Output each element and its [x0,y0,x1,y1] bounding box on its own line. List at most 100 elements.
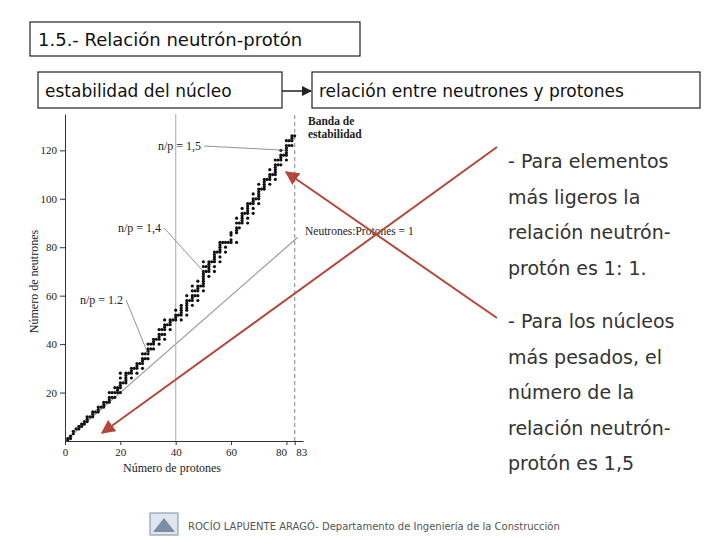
nuclide-point [169,318,172,321]
bullet-line: número de la [508,381,634,403]
nuclide-point [241,207,244,210]
nuclide-point [116,386,119,389]
nuclide-point [218,260,221,263]
nuclide-point [238,226,241,229]
nuclide-point [235,226,238,229]
bullet-line: relación neutrón- [508,221,671,243]
nuclide-point [285,144,288,147]
tick-mark [60,247,65,248]
nuclide-point [224,241,227,244]
nuclide-point [268,183,271,186]
tick-mark [120,441,121,445]
nuclide-point [235,217,238,220]
y-tick: 40 [46,338,65,350]
nuclide-point [227,241,230,244]
nuclide-point [160,333,163,336]
nuclide-point [274,158,277,161]
nuclide-point [72,430,75,433]
nuclide-point [260,187,263,190]
nuclide-point [108,391,111,394]
nuclide-point [69,435,72,438]
annotation: n/p = 1.2 [80,293,123,307]
nuclide-point [144,357,147,360]
nuclide-point [149,343,152,346]
nuclide-point [119,372,122,375]
tick-label: 40 [171,446,183,458]
nuclide-point [108,396,111,399]
nuclide-point [169,328,172,331]
tick-label: 120 [41,144,58,156]
y-tick: 100 [41,193,66,205]
nuclide-point [86,415,89,418]
nuclide-point [257,183,260,186]
nuclide-point [163,338,166,341]
concept-box [38,72,282,108]
tick-label: 20 [115,446,127,458]
nuclide-point [216,250,219,253]
nuclide-point [157,343,160,346]
pointer-arrow [286,172,497,318]
nuclide-point [174,309,177,312]
pointer-arrow [102,147,497,433]
tick-mark [60,150,65,151]
y-tick: 120 [41,144,66,156]
nuclide-point [74,427,77,430]
nuclide-point [199,284,202,287]
tick-label: 60 [46,290,58,302]
y-tick: 60 [46,290,65,302]
nuclide-point [88,415,91,418]
nuclide-point [279,154,282,157]
nuclide-point [155,338,158,341]
nuclide-point [180,304,183,307]
nuclide-point [235,221,238,224]
nuclide-point [110,396,113,399]
annotation: n/p = 1,5 [158,139,201,153]
nuclide-point [133,367,136,370]
slide: 1.5.- Relación neutrón-protónestabilidad… [0,0,720,540]
nuclide-point [274,178,277,181]
nuclide-point [124,372,127,375]
nuclide-point [290,134,293,137]
nuclide-point [229,231,232,234]
nuclide-point [113,396,116,399]
nuclide-point [218,241,221,244]
x-tick: 20 [115,441,127,458]
nuclide-point [191,289,194,292]
nuclide-point [110,391,113,394]
axis-line [65,115,66,442]
nuclide-point [288,139,291,142]
nuclide-point [130,367,133,370]
nuclide-point [282,154,285,157]
nuclide-point [157,328,160,331]
nuclide-point [122,381,125,384]
nuclide-point [135,362,138,365]
nuclide-point [246,217,249,220]
tick-mark [60,393,65,394]
nuclide-point [221,241,224,244]
nuclide-point [193,289,196,292]
slide-canvas: 1.5.- Relación neutrón-protónestabilidad… [0,0,720,540]
annotation-pointer [126,300,148,354]
nuclide-point [97,405,100,408]
nuclide-point [113,391,116,394]
x-tick: 0 [63,441,69,458]
nuclide-point [144,352,147,355]
nuclide-point [146,357,149,360]
tick-mark [286,441,287,445]
nuclide-point [252,197,255,200]
concept-box [312,72,700,108]
nuclide-point [188,299,191,302]
bullet-line: más ligeros la [508,186,640,208]
nuclide-point [252,212,255,215]
nuclide-point [246,202,249,205]
tick-mark [60,296,65,297]
tick-mark [176,441,177,445]
tick-mark [60,344,65,345]
annotation-pointer [164,228,203,271]
nuclide-point [160,328,163,331]
nuclide-point [191,294,194,297]
nuclide-point [252,207,255,210]
concept-text: relación entre neutrones y protones [319,81,624,101]
nuclide-point [218,255,221,258]
nuclide-point [229,238,232,241]
